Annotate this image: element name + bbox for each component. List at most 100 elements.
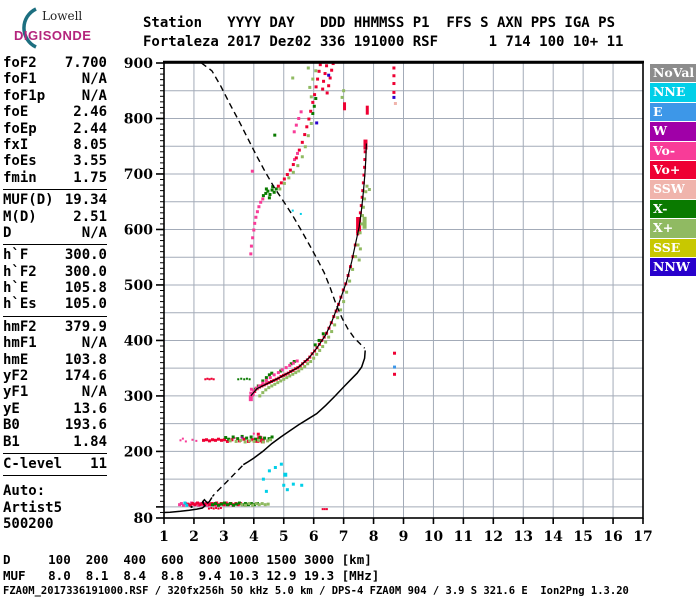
svg-text:8: 8 xyxy=(369,529,379,545)
parameter-row: yE 13.6 xyxy=(3,401,107,417)
parameter-label: MUF(D) xyxy=(3,192,54,209)
svg-text:6: 6 xyxy=(309,529,319,545)
parameter-label: fxI xyxy=(3,136,29,153)
group-separator xyxy=(3,189,107,191)
svg-text:12: 12 xyxy=(484,529,503,545)
parameter-row: fxI 8.05 xyxy=(3,137,107,153)
svg-text:17: 17 xyxy=(633,529,652,545)
parameter-value: 103.8 xyxy=(64,351,107,368)
parameter-value: 13.6 xyxy=(73,400,107,417)
file-info-line: FZA0M_2017336191000.RSF / 320fx256h 50 k… xyxy=(3,585,629,597)
parameter-row: yF2 174.6 xyxy=(3,368,107,384)
series-detached-red-dash xyxy=(365,105,369,115)
parameter-value: 379.9 xyxy=(64,318,107,335)
legend-item-x: X- xyxy=(650,199,696,219)
svg-text:1: 1 xyxy=(159,529,169,545)
profile-curves xyxy=(164,62,367,514)
parameter-label: hmE xyxy=(3,351,29,368)
muf-row: MUF 8.0 8.1 8.4 8.8 9.4 10.3 12.9 19.3 [… xyxy=(3,567,380,583)
series-f1-left-green-dots xyxy=(237,377,251,381)
parameter-label: yE xyxy=(3,400,20,417)
svg-text:600: 600 xyxy=(124,222,153,238)
svg-text:200: 200 xyxy=(124,444,153,460)
parameter-label: foF1p xyxy=(3,87,46,104)
series-f1-pink xyxy=(248,359,299,402)
legend-item-nnw: NNW xyxy=(650,257,696,277)
parameter-label: h`F2 xyxy=(3,263,37,280)
logo-digisonde-text: DIGISONDE xyxy=(14,28,92,43)
parameter-label: yF1 xyxy=(3,384,29,401)
gridlines xyxy=(164,63,643,518)
parameter-row: h`F 300.0 xyxy=(3,247,107,263)
group-separator xyxy=(3,452,107,454)
series-f2-xplus xyxy=(278,66,346,191)
parameter-row: hmF1 N/A xyxy=(3,335,107,351)
svg-text:2: 2 xyxy=(189,529,199,545)
parameter-label: B1 xyxy=(3,433,20,450)
parameter-label: h`Es xyxy=(3,296,37,313)
svg-text:13: 13 xyxy=(514,529,533,545)
autoscaling-info: Auto: Artist5 500200 xyxy=(3,483,107,532)
parameter-row: C-level 11 xyxy=(3,456,107,472)
series-es2-xplus xyxy=(228,438,273,444)
parameter-label: foEs xyxy=(3,153,37,170)
svg-text:300: 300 xyxy=(124,389,153,405)
parameter-value: 11 xyxy=(90,455,107,472)
series-f2-pink xyxy=(249,110,303,256)
group-separator xyxy=(3,244,107,246)
parameter-row: hmE 103.8 xyxy=(3,352,107,368)
svg-text:700: 700 xyxy=(124,167,153,183)
svg-text:11: 11 xyxy=(454,529,473,545)
curve-profile-f-region xyxy=(242,350,366,466)
legend-item-vo: Vo- xyxy=(650,141,696,160)
legend-item-w: W xyxy=(650,122,696,141)
auto-line: Artist5 xyxy=(3,499,63,516)
svg-text:80: 80 xyxy=(134,511,154,527)
parameter-row: fmin 1.75 xyxy=(3,170,107,186)
parameter-value: N/A xyxy=(81,71,107,88)
parameter-row: D N/A xyxy=(3,225,107,241)
svg-text:900: 900 xyxy=(124,56,153,72)
parameter-row: foEp 2.44 xyxy=(3,121,107,137)
direction-legend: NoVal NNE E W Vo- Vo+ SSW X- X+ SSE NNW xyxy=(650,64,696,277)
station-header: Station YYYY DAY DDD HHMMSS P1 FFS S AXN… xyxy=(143,14,623,52)
parameter-value: 300.0 xyxy=(64,247,107,264)
parameter-value: 105.8 xyxy=(64,280,107,297)
svg-text:10: 10 xyxy=(424,529,444,545)
parameter-label: D xyxy=(3,224,12,241)
parameter-row: h`F2 300.0 xyxy=(3,264,107,280)
parameter-row: h`Es 105.0 xyxy=(3,296,107,312)
svg-text:3: 3 xyxy=(219,529,229,545)
legend-item-e: E xyxy=(650,102,696,122)
parameter-row: foEs 3.55 xyxy=(3,153,107,169)
parameter-value: 300.0 xyxy=(64,263,107,280)
series-es2-xminus xyxy=(224,434,274,441)
parameter-value: N/A xyxy=(81,87,107,104)
parameter-value: 2.44 xyxy=(73,120,107,137)
parameter-row: h`E 105.8 xyxy=(3,280,107,296)
legend-item-nne: NNE xyxy=(650,83,696,102)
auto-line: 500200 xyxy=(3,516,54,533)
svg-text:9: 9 xyxy=(399,529,409,545)
series-es-trace-xplus xyxy=(240,502,270,507)
parameter-label: h`F xyxy=(3,247,29,264)
curve-fitted-trace xyxy=(250,143,367,397)
parameter-row: B0 193.6 xyxy=(3,417,107,433)
svg-text:16: 16 xyxy=(603,529,622,545)
parameter-value: 3.55 xyxy=(73,153,107,170)
series-f2-nnw xyxy=(315,73,331,125)
series-bottom-red-trio xyxy=(321,508,328,511)
parameter-label: C-level xyxy=(3,455,63,472)
parameter-label: fmin xyxy=(3,169,37,186)
legend-item-vo: Vo+ xyxy=(650,160,696,180)
header-values-line: Fortaleza 2017 Dez02 336 191000 RSF 1 71… xyxy=(143,34,624,50)
parameter-value: N/A xyxy=(81,335,107,352)
series-column87-ssw xyxy=(393,102,397,106)
parameter-row: foF2 7.700 xyxy=(3,55,107,71)
parameter-label: foF2 xyxy=(3,55,37,71)
parameter-panel: foF2 7.700 foF1 N/A foF1p N/A foE 2.46 foEp 2.44 f… xyxy=(3,55,107,533)
parameter-label: foF1 xyxy=(3,71,37,88)
parameter-value: 174.6 xyxy=(64,368,107,385)
parameter-value: 8.05 xyxy=(73,136,107,153)
